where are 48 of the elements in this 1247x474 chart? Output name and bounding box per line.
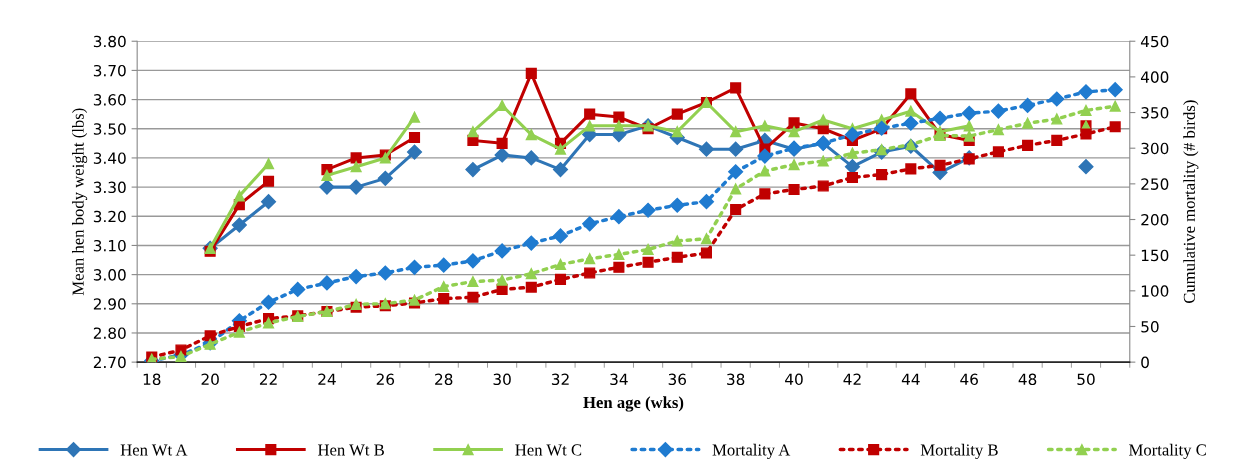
x-tick-label: 48 — [1018, 373, 1037, 386]
y2-tick-label: 150 — [1141, 249, 1169, 262]
y-tick-label: 3.00 — [93, 269, 126, 281]
legend-label: Hen Wt B — [317, 444, 384, 456]
y-tick-label: 3.10 — [93, 239, 126, 252]
y-tick-label: 3.60 — [93, 94, 126, 106]
legend-label: Mortality C — [1129, 443, 1206, 459]
x-tick-label: 40 — [785, 373, 803, 386]
x-tick-label: 20 — [201, 373, 219, 386]
y-tick-label: 2.90 — [93, 298, 126, 310]
x-tick-label: 38 — [727, 373, 745, 386]
y2-tick-label: 350 — [1141, 107, 1169, 119]
x-tick-label: 42 — [843, 373, 861, 385]
y2-tick-label: 0 — [1141, 356, 1149, 369]
y2-tick-label: 200 — [1141, 213, 1169, 226]
y-tick-label: 3.70 — [93, 64, 126, 77]
x-axis-title: Hen age (wks) — [583, 396, 684, 412]
y2-axis-title: Cumulative mortality (# birds) — [1183, 100, 1199, 304]
x-tick-label: 24 — [318, 373, 336, 385]
x-tick-label: 18 — [143, 373, 161, 386]
x-tick-label: 36 — [668, 373, 687, 386]
x-tick-label: 32 — [551, 373, 569, 386]
legend-label: Hen Wt A — [120, 444, 188, 456]
x-tick-label: 26 — [376, 373, 395, 386]
y-tick-label: 3.80 — [93, 35, 126, 48]
x-tick-label: 50 — [1077, 373, 1095, 386]
x-tick-label: 22 — [259, 373, 277, 385]
y-tick-label: 2.80 — [93, 327, 126, 339]
y-tick-label: 3.20 — [93, 210, 126, 223]
y-tick-label: 3.50 — [93, 123, 126, 135]
legend-label: Mortality B — [920, 443, 998, 459]
y2-tick-label: 100 — [1141, 285, 1169, 297]
x-tick-label: 30 — [493, 373, 511, 386]
x-tick-label: 34 — [610, 373, 628, 386]
x-tick-label: 44 — [901, 373, 920, 385]
y-axis-title: Mean hen body weight (lbs) — [72, 108, 88, 296]
y2-tick-label: 250 — [1141, 178, 1169, 190]
y2-tick-label: 300 — [1141, 142, 1169, 155]
y-tick-label: 3.40 — [93, 152, 126, 164]
y2-tick-label: 450 — [1140, 35, 1169, 48]
x-tick-label: 28 — [435, 373, 453, 386]
legend-label: Mortality A — [712, 443, 791, 459]
y2-tick-label: 400 — [1140, 71, 1169, 83]
y-tick-label: 2.70 — [93, 356, 126, 369]
x-tick-label: 46 — [960, 373, 978, 386]
y-tick-label: 3.30 — [93, 181, 126, 194]
y2-tick-label: 50 — [1141, 320, 1159, 333]
legend-label: Hen Wt C — [515, 444, 582, 456]
